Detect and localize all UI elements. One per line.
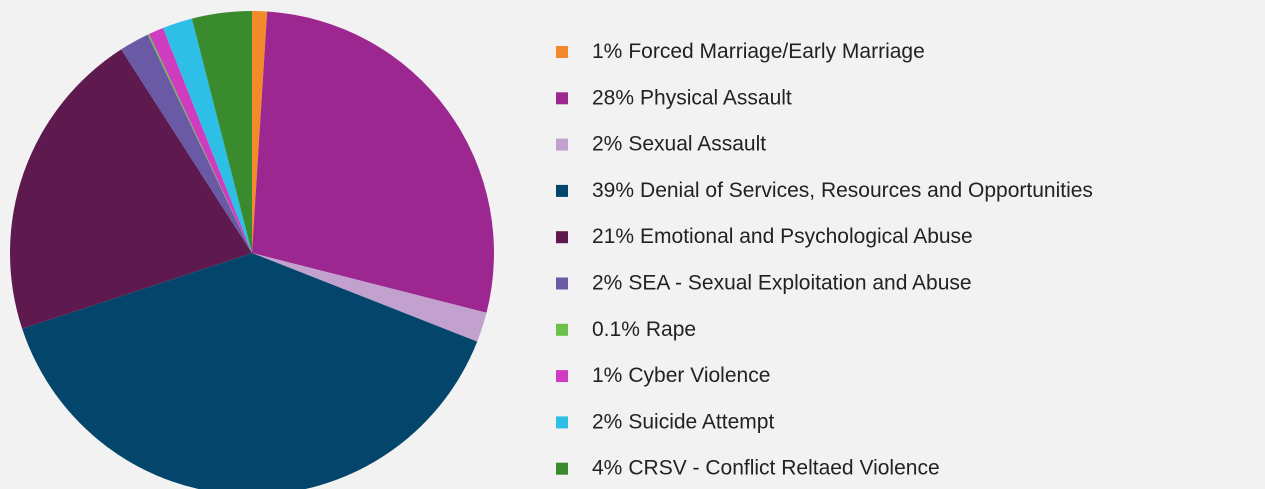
legend-value: 2% [592,410,622,433]
legend-label: 2% Sexual Assault [592,132,766,155]
legend-name: SEA - Sexual Exploitation and Abuse [628,271,971,294]
pie-slice [191,11,252,253]
pie-slice [149,27,252,253]
pie-slice [22,253,478,489]
legend-swatch [556,277,568,290]
legend-name: Suicide Attempt [628,410,774,433]
legend-swatch [556,370,568,383]
legend-swatch [556,46,568,58]
pie-slice [252,11,494,313]
legend-value: 0.1% [592,317,640,340]
legend-value: 1% [592,40,622,63]
legend-swatch [556,92,568,105]
legend-label: 21% Emotional and Psychological Abuse [592,225,973,248]
legend-swatch [556,416,568,429]
legend-swatch [556,138,568,151]
legend-name: Physical Assault [640,86,792,109]
legend-label: 2% Suicide Attempt [592,410,774,433]
legend-label: 1% Forced Marriage/Early Marriage [592,40,925,63]
pie-slice [252,11,268,253]
legend-label: 1% Cyber Violence [592,364,770,387]
pie-slice [10,49,253,329]
legend-label: 4% CRSV - Conflict Reltaed Violence [592,456,940,479]
legend-name: Rape [646,317,696,340]
legend-name: Forced Marriage/Early Marriage [628,40,924,63]
legend-name: CRSV - Conflict Reltaed Violence [628,456,939,479]
legend-label: 28% Physical Assault [592,86,792,109]
pie-slice [162,18,252,254]
legend-swatch [556,323,568,336]
legend-value: 4% [592,456,622,479]
legend-value: 2% [592,132,622,155]
legend-swatch [556,184,568,197]
legend-name: Cyber Violence [628,364,770,387]
legend-label: 39% Denial of Services, Resources and Opp… [592,178,1093,201]
legend-swatch [556,231,568,244]
pie-slice [147,33,252,253]
legend-label: 0.1% Rape [592,317,696,340]
legend-name: Sexual Assault [628,132,766,155]
legend-name: Emotional and Psychological Abuse [640,225,973,248]
pie-slice [252,253,487,342]
legend-name: Denial of Services, Resources and Opport… [640,178,1093,201]
legend-value: 2% [592,271,622,294]
legend-value: 28% [592,86,634,109]
pie-slice [121,34,253,253]
legend-swatch [556,462,568,475]
legend-label: 2% SEA - Sexual Exploitation and Abuse [592,271,972,294]
legend-value: 39% [592,178,634,201]
legend-value: 21% [592,225,634,248]
legend-value: 1% [592,364,622,387]
